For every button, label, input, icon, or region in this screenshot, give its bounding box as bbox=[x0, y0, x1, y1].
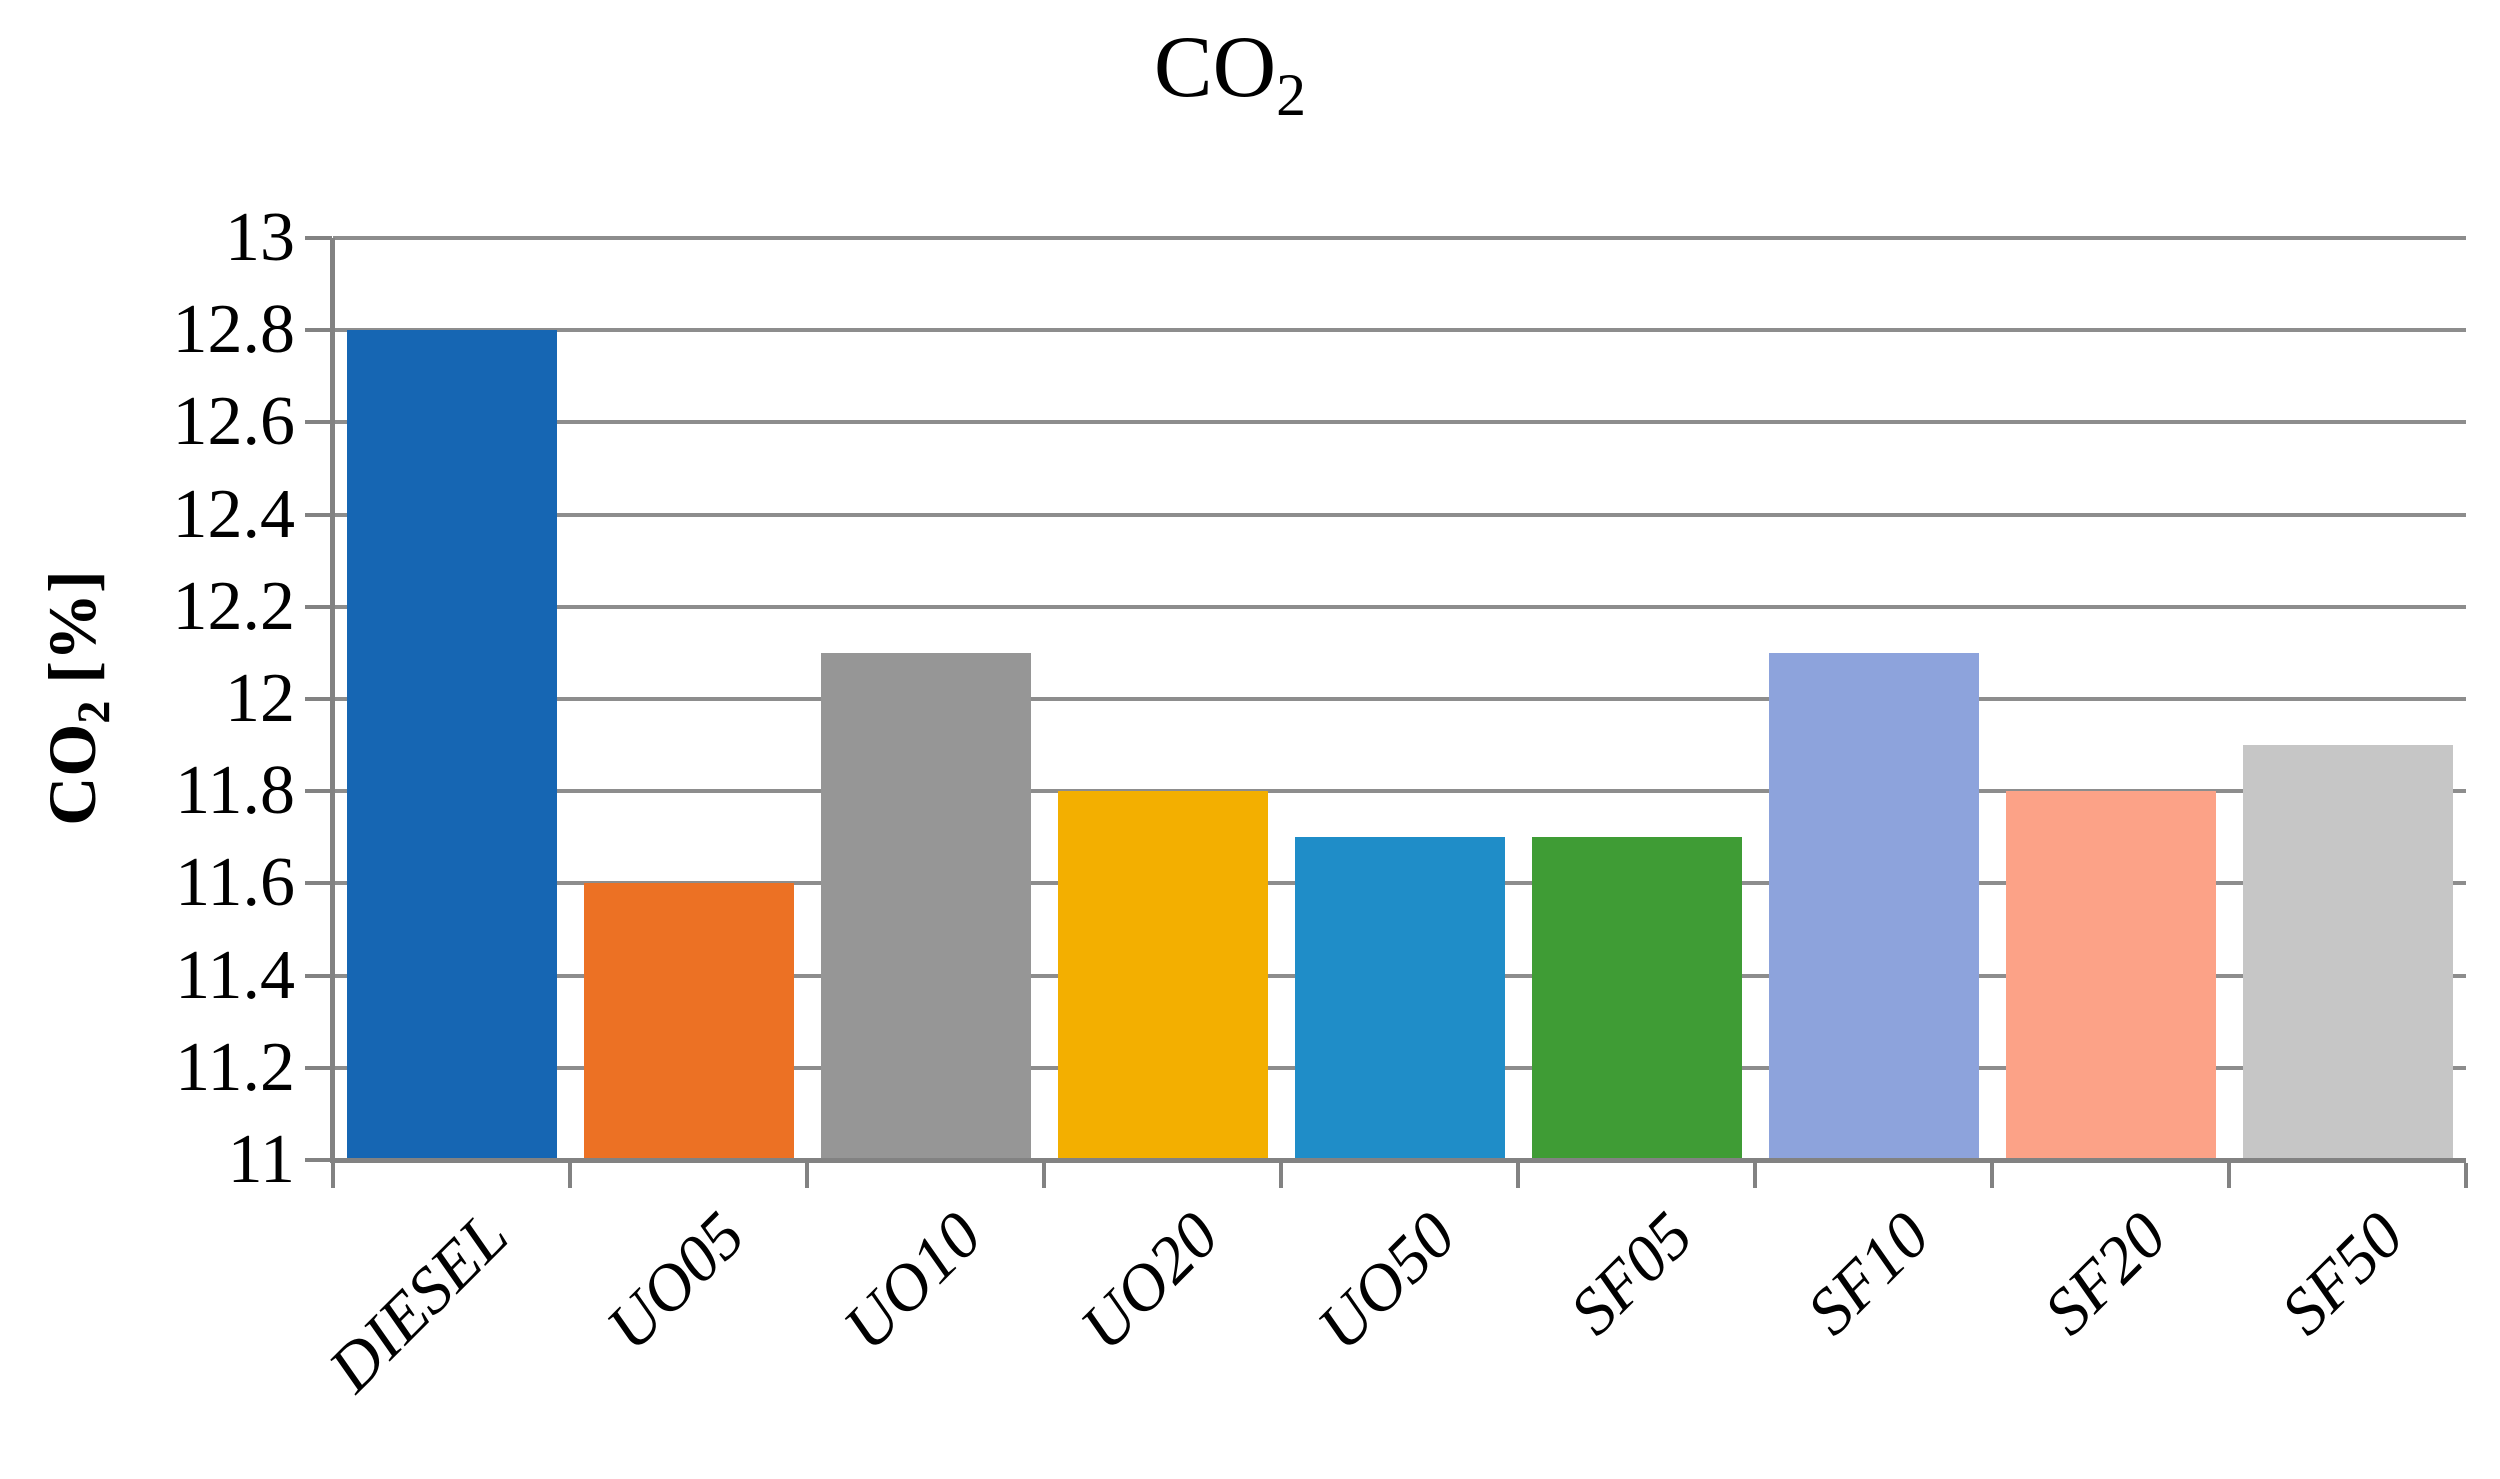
gridline bbox=[333, 512, 2466, 517]
chart-title: CO2 bbox=[730, 18, 1730, 125]
x-axis-tick bbox=[1042, 1163, 1046, 1188]
y-tick-label: 11.2 bbox=[175, 1028, 295, 1106]
bar-UO50 bbox=[1294, 837, 1505, 1160]
x-axis-tick bbox=[1279, 1163, 1283, 1188]
x-category-label: SF20 bbox=[2030, 1198, 2181, 1349]
bar-SF20 bbox=[2005, 791, 2216, 1160]
y-axis-tick bbox=[305, 789, 332, 794]
x-category-label: UO20 bbox=[1067, 1198, 1233, 1365]
y-axis-tick bbox=[305, 236, 332, 240]
gridline bbox=[333, 604, 2466, 609]
x-axis-line bbox=[333, 1158, 2466, 1163]
bar-UO05 bbox=[583, 883, 794, 1160]
y-tick-label: 11.6 bbox=[175, 844, 295, 922]
y-axis-tick bbox=[305, 512, 332, 517]
y-axis-tick bbox=[305, 973, 332, 978]
y-tick-label: 12.4 bbox=[172, 475, 296, 553]
gridline bbox=[333, 328, 2466, 333]
y-axis-line bbox=[330, 238, 335, 1163]
x-category-label: SF50 bbox=[2267, 1198, 2418, 1349]
chart-title-subscript: 2 bbox=[1276, 62, 1307, 129]
y-tick-label: 12.6 bbox=[172, 383, 296, 461]
y-tick-label: 12.2 bbox=[172, 567, 296, 645]
y-axis-tick bbox=[305, 697, 332, 701]
gridline bbox=[333, 789, 2466, 794]
y-axis-tick bbox=[305, 420, 332, 425]
y-axis-tick bbox=[305, 604, 332, 609]
bar-UO10 bbox=[820, 652, 1031, 1160]
x-axis-tick bbox=[568, 1163, 572, 1188]
x-category-label: SF05 bbox=[1556, 1198, 1707, 1349]
y-tick-label: 11.4 bbox=[175, 936, 295, 1014]
x-category-label: DIESEL bbox=[314, 1198, 522, 1406]
chart-title-text: CO bbox=[1153, 19, 1277, 116]
x-category-label: UO10 bbox=[830, 1198, 996, 1365]
x-category-label: UO05 bbox=[593, 1198, 759, 1365]
x-category-label: UO50 bbox=[1304, 1198, 1470, 1365]
y-tick-label: 13 bbox=[225, 199, 295, 276]
y-axis-tick bbox=[305, 328, 332, 333]
x-axis-tick bbox=[2227, 1163, 2231, 1188]
plot-area bbox=[333, 236, 2466, 1160]
x-axis-tick bbox=[1990, 1163, 1994, 1188]
bar-DIESEL bbox=[346, 330, 557, 1160]
y-axis-tick bbox=[305, 1065, 332, 1070]
bar-UO20 bbox=[1057, 791, 1268, 1160]
gridline bbox=[333, 420, 2466, 425]
y-axis-tick bbox=[305, 1158, 332, 1162]
x-axis-tick bbox=[1516, 1163, 1520, 1188]
y-tick-label: 12.8 bbox=[172, 291, 296, 369]
x-axis-tick bbox=[331, 1163, 335, 1188]
x-axis-tick bbox=[2464, 1163, 2468, 1188]
y-tick-label: 11.8 bbox=[175, 752, 295, 830]
x-category-label: SF10 bbox=[1793, 1198, 1944, 1349]
x-axis-tick bbox=[805, 1163, 809, 1188]
bar-SF10 bbox=[1768, 652, 1979, 1160]
bar-SF50 bbox=[2242, 745, 2453, 1160]
y-axis-tick bbox=[305, 881, 332, 886]
x-axis-tick bbox=[1753, 1163, 1757, 1188]
gridline bbox=[333, 697, 2466, 701]
y-tick-label: 11 bbox=[227, 1121, 295, 1198]
gridline bbox=[333, 236, 2466, 240]
bar-SF05 bbox=[1531, 837, 1742, 1160]
y-tick-label: 12 bbox=[225, 660, 295, 737]
